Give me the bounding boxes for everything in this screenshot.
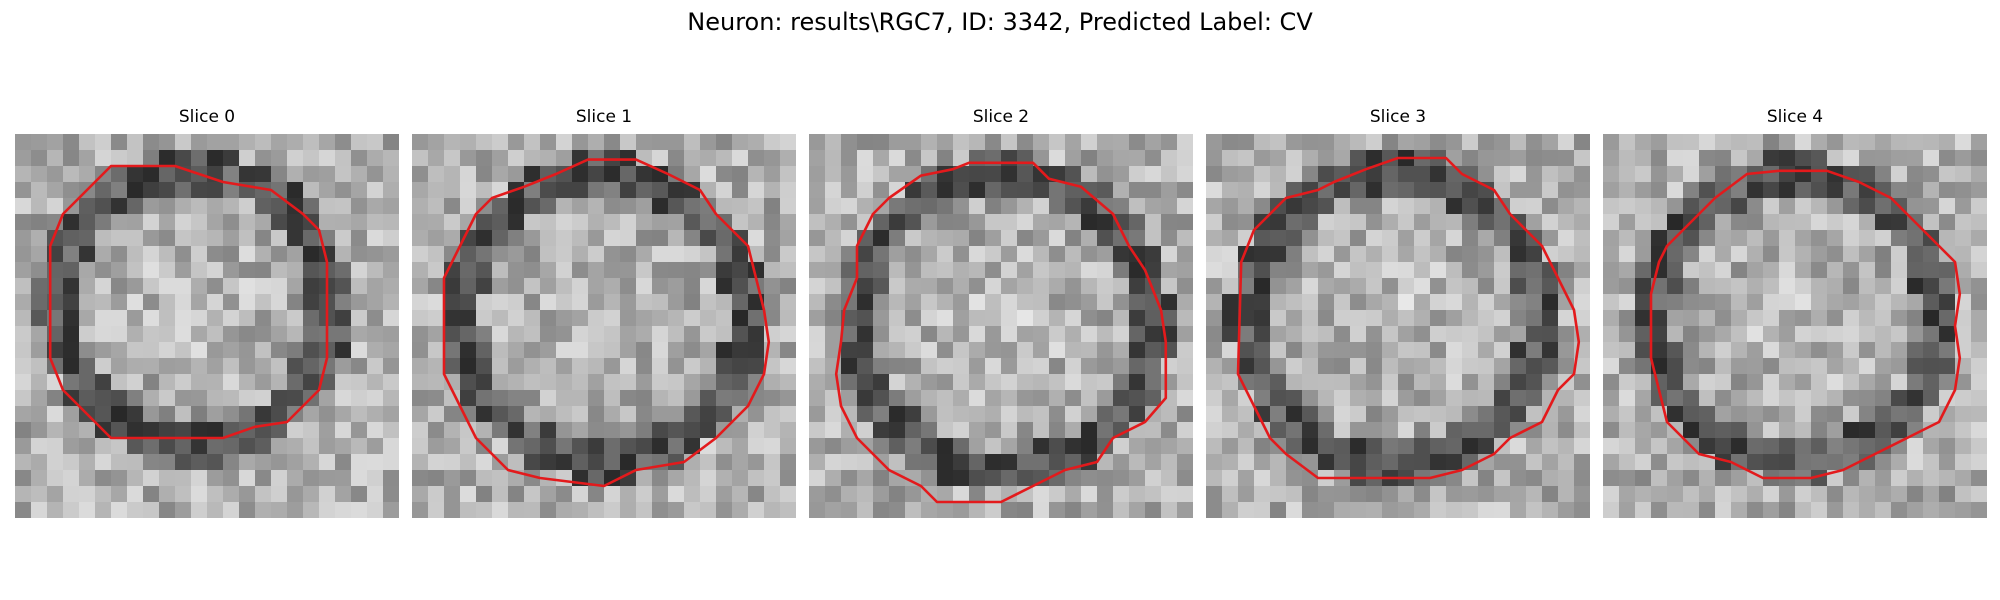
slice-image <box>412 134 796 518</box>
slice-panel-4: Slice 4 <box>1603 106 1987 532</box>
slice-image <box>809 134 1193 518</box>
slice-title: Slice 2 <box>972 107 1030 127</box>
slice-title: Slice 4 <box>1766 107 1824 127</box>
slice-title: Slice 1 <box>575 107 633 127</box>
slice-panel-3: Slice 3 <box>1206 106 1590 532</box>
figure-title: Neuron: results\RGC7, ID: 3342, Predicte… <box>687 8 1313 36</box>
segmentation-contour <box>48 164 329 440</box>
slice-image <box>1206 134 1590 518</box>
slice-panel-1: Slice 1 <box>412 106 796 532</box>
slice-panel-2: Slice 2 <box>809 106 1193 532</box>
slice-panel-0: Slice 0 <box>15 106 399 532</box>
slice-image <box>15 134 399 518</box>
slice-title: Slice 3 <box>1369 107 1427 127</box>
segmentation-contour <box>1236 156 1581 480</box>
segmentation-contour <box>1649 169 1962 480</box>
slice-title: Slice 0 <box>178 107 236 127</box>
slice-image <box>1603 134 1987 518</box>
segmentation-contour <box>834 161 1168 504</box>
segmentation-contour <box>442 158 771 488</box>
